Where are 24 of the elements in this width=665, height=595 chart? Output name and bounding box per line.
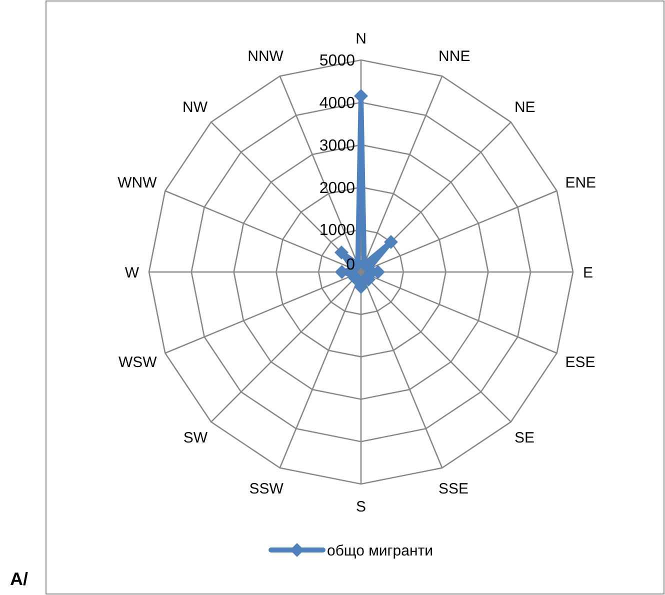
text: A/	[10, 569, 28, 589]
spoke-label: SSW	[249, 480, 284, 498]
spoke-label: NE	[514, 98, 536, 116]
spoke-label: NNE	[438, 48, 470, 66]
y-tick-label: 0	[346, 256, 356, 274]
legend-label: общо мигранти	[327, 542, 433, 560]
spoke-label: NNW	[248, 48, 284, 66]
spoke-label: NW	[182, 98, 208, 116]
spoke-label: WNW	[118, 174, 158, 192]
y-tick-label: 4000	[319, 95, 356, 112]
y-tick-label: 2000	[319, 180, 356, 197]
spoke-label: ESE	[565, 354, 596, 371]
spoke-label: W	[124, 264, 140, 282]
spoke-label: WSW	[118, 354, 158, 371]
spoke-label: SW	[183, 430, 208, 447]
spoke-label: SSE	[438, 480, 469, 498]
spoke-label: N	[356, 30, 366, 48]
y-tick-label: 3000	[319, 137, 356, 154]
spoke-label: ENE	[565, 174, 596, 192]
y-tick-label: 1000	[319, 222, 356, 240]
spoke-label: SE	[514, 430, 534, 447]
spoke-label: E	[583, 264, 594, 282]
spoke-label: S	[356, 498, 366, 516]
y-tick-label: 5000	[319, 52, 356, 70]
